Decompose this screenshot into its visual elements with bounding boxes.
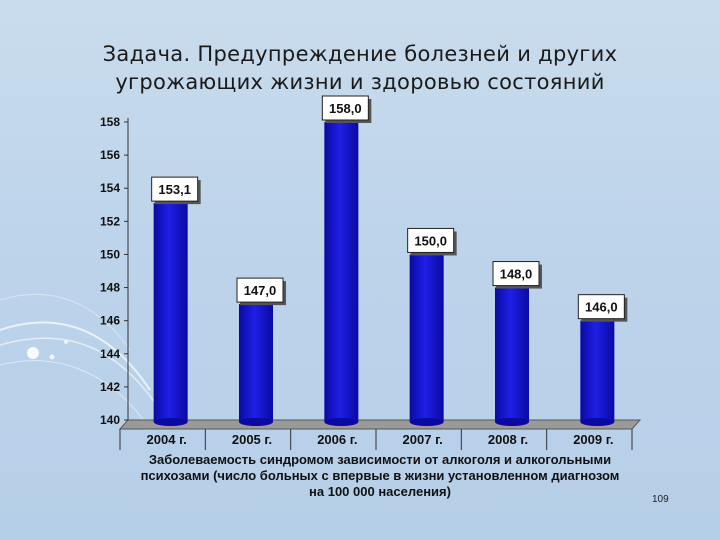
data-label-box xyxy=(151,176,199,202)
y-tick-label: 158 xyxy=(100,115,120,129)
y-tick-label: 144 xyxy=(100,347,120,361)
x-category-label: 2007 г. xyxy=(403,432,443,447)
bar-base xyxy=(409,418,444,426)
data-label-box xyxy=(492,261,540,287)
y-tick-label: 156 xyxy=(100,148,120,162)
bar-base xyxy=(153,418,188,426)
y-tick-label: 146 xyxy=(100,314,120,328)
y-tick-label: 142 xyxy=(100,380,120,394)
bar xyxy=(324,122,359,422)
data-label: 148,0 xyxy=(500,267,533,282)
bar-base xyxy=(239,418,273,426)
bar xyxy=(580,320,615,422)
x-category-label: 2006 г. xyxy=(317,432,357,447)
data-label: 153,1 xyxy=(158,182,191,197)
data-label-box xyxy=(407,227,455,253)
x-category-label: 2008 г. xyxy=(488,432,528,447)
slide-title: Задача. Предупреждение болезней и других… xyxy=(60,40,660,96)
bar xyxy=(495,287,529,422)
chart-caption: Заболеваемость синдромом зависимости от … xyxy=(140,452,620,499)
bar xyxy=(239,304,273,422)
bar-base xyxy=(324,418,359,426)
data-label-box xyxy=(236,277,284,303)
y-tick-label: 152 xyxy=(100,214,120,228)
y-tick-label: 154 xyxy=(100,181,120,195)
bar-base xyxy=(495,418,529,426)
data-label: 158,0 xyxy=(329,101,362,116)
data-label: 150,0 xyxy=(414,233,447,248)
x-category-label: 2009 г. xyxy=(573,432,613,447)
title-line-2: угрожающих жизни и здоровью состояний xyxy=(115,70,605,94)
y-tick-label: 150 xyxy=(100,247,120,261)
y-tick-label: 140 xyxy=(100,413,120,427)
chart-floor xyxy=(118,419,642,430)
data-label-box xyxy=(577,294,625,320)
data-label: 147,0 xyxy=(244,283,277,298)
bar xyxy=(153,203,188,422)
bar-base xyxy=(580,418,615,426)
title-line-1: Задача. Предупреждение болезней и других xyxy=(102,42,618,66)
bar xyxy=(409,254,444,422)
data-label: 146,0 xyxy=(585,300,618,315)
y-tick-label: 148 xyxy=(100,281,120,295)
x-category-label: 2005 г. xyxy=(232,432,272,447)
x-category-label: 2004 г. xyxy=(147,432,187,447)
data-label-box xyxy=(321,95,369,121)
page-number: 109 xyxy=(652,494,669,505)
